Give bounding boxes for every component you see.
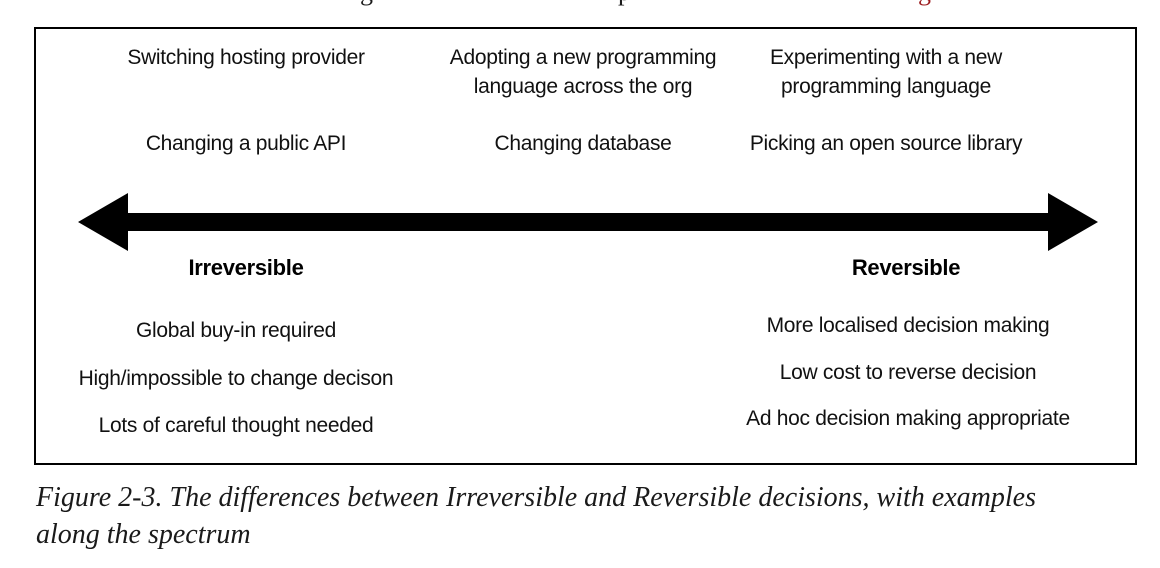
spectrum-label-irreversible: Irreversible	[188, 255, 304, 280]
spectrum-label-reversible: Reversible	[851, 255, 961, 280]
example-experimenting-new-language: Experimenting with a new programming lan…	[769, 46, 1003, 98]
figure-caption: Figure 2-3. The differences between Irre…	[36, 479, 1146, 553]
example-adopting-new-language-org: Adopting a new programming language acro…	[449, 46, 717, 98]
figure-caption-line-2: along the spectrum	[36, 519, 251, 550]
trait-careful-thought-needed: Lots of careful thought needed	[98, 414, 374, 437]
double-headed-arrow-icon	[78, 193, 1098, 251]
example-changing-public-api: Changing a public API	[145, 132, 347, 155]
figure-frame: Switching hosting provider Adopting a ne…	[34, 27, 1137, 465]
cropped-text-line: g p g	[0, 0, 1160, 6]
example-picking-open-source-library: Picking an open source library	[749, 132, 1023, 155]
figure-caption-line-1: Figure 2-3. The differences between Irre…	[36, 482, 1036, 513]
trait-localised-decision-making: More localised decision making	[766, 314, 1050, 337]
text-descender-fragment: g	[360, 0, 373, 5]
trait-high-impossible-to-change: High/impossible to change decison	[78, 367, 394, 390]
text-descender-fragment: p	[618, 0, 631, 5]
example-switching-hosting-provider: Switching hosting provider	[127, 46, 365, 69]
trait-ad-hoc-decision-making: Ad hoc decision making appropriate	[746, 407, 1070, 430]
trait-global-buy-in-required: Global buy-in required	[135, 319, 337, 342]
link-text-descender-fragment[interactable]: g	[918, 0, 931, 5]
example-changing-database: Changing database	[494, 132, 672, 155]
trait-low-cost-to-reverse: Low cost to reverse decision	[779, 361, 1037, 384]
